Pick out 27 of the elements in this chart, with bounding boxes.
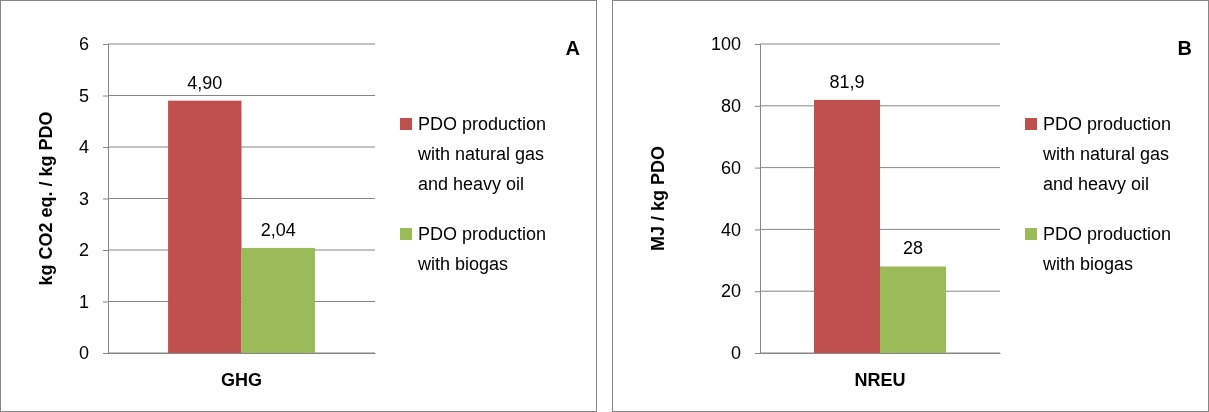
legend-label: PDO production with natural gas and heavy oil [1042,114,1172,194]
x-tick-label: GHG [220,369,263,390]
y-tick-label: 1 [78,291,89,312]
data-label: 4,90 [187,72,223,93]
y-tick-label: 0 [730,343,741,364]
y-axis-title: MJ / kg PDO [648,145,668,252]
text: A [565,37,580,59]
y-tick-label: 4 [78,137,89,158]
y-axis-title: kg CO2 eq. / kg PDO [36,111,56,286]
legend-label: PDO production with biogas [1042,224,1172,274]
y-tick-label: 40 [720,219,741,240]
y-tick-label: 0 [78,343,89,364]
y-tick-label: 6 [78,34,89,55]
y-tick-label: 100 [710,34,741,55]
data-label: 81,9 [829,71,865,92]
text: B [1177,37,1192,59]
y-tick-label: 20 [720,281,741,302]
y-tick-label: 5 [78,85,89,106]
data-label: 2,04 [260,219,296,240]
data-label: 28 [902,238,924,259]
x-tick-label: NREU [854,369,906,390]
y-tick-label: 3 [78,188,89,209]
legend-label: PDO production with natural gas and heavy oil [417,114,547,194]
y-tick-label: 80 [720,96,741,117]
legend-label: PDO production with biogas [417,224,547,274]
y-tick-label: 2 [78,240,89,261]
y-tick-label: 60 [720,157,741,178]
